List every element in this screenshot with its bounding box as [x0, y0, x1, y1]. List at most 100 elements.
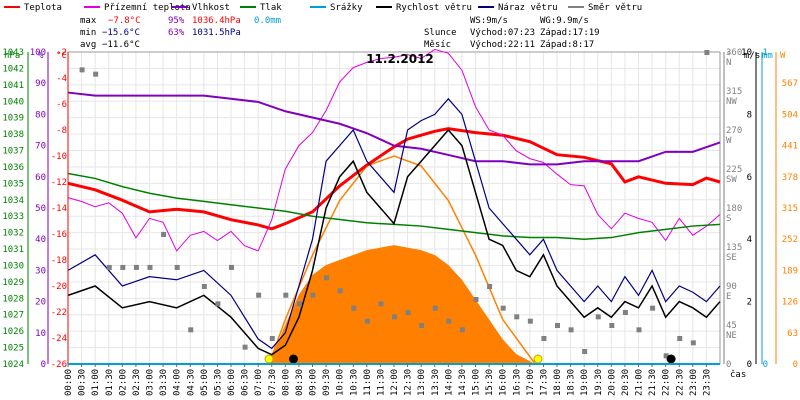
tick-wind: 2 — [747, 298, 752, 308]
x-tick-label: 02:30 — [132, 369, 142, 396]
wind-dir-point — [392, 314, 397, 320]
x-tick-label: 22:30 — [675, 369, 685, 396]
tick-temp: -6 — [56, 100, 67, 110]
x-tick-label: 01:00 — [91, 369, 101, 396]
wind-dir-point — [568, 327, 574, 333]
tick-pressure: 1037 — [2, 147, 24, 157]
tick-temp: -10 — [51, 152, 67, 162]
tick-pressure: 1042 — [2, 64, 24, 74]
x-tick-label: 22:00 — [662, 369, 672, 396]
x-tick-label: 01:30 — [105, 369, 115, 396]
tick-dir: 45 — [726, 321, 737, 331]
tick-humidity: 60 — [35, 173, 46, 183]
tick-pressure: 1026 — [2, 327, 24, 337]
tick-wind: 6 — [747, 173, 752, 183]
tick-rain: 0 — [763, 360, 768, 370]
series-ground_temp — [67, 48, 721, 252]
wind-dir-point — [473, 297, 479, 302]
x-tick-label: 04:30 — [186, 369, 196, 396]
tick-dir-name: S — [726, 214, 731, 224]
tick-pressure: 1033 — [2, 212, 24, 222]
tick-dir: 225 — [726, 165, 742, 175]
tick-humidity: 80 — [35, 110, 46, 120]
x-tick-label: 21:30 — [648, 369, 658, 396]
tick-pressure: 1029 — [2, 278, 24, 288]
tick-dir: 270 — [726, 126, 742, 136]
x-tick-label: 18:30 — [567, 369, 577, 396]
tick-dir-name: NE — [726, 331, 737, 341]
tick-humidity: 90 — [35, 79, 46, 89]
tick-dir-name: SE — [726, 253, 737, 263]
x-tick-label: 19:30 — [594, 369, 604, 396]
x-tick-label: 10:00 — [336, 369, 346, 396]
tick-pressure: 1024 — [2, 360, 24, 370]
x-tick-label: 12:00 — [390, 369, 400, 396]
tick-temp: -12 — [51, 178, 67, 188]
x-tick-label: 21:00 — [635, 369, 645, 396]
x-tick-label: 14:00 — [444, 369, 454, 396]
tick-temp: -16 — [51, 230, 67, 240]
sun-set: Západ:17:19 — [540, 28, 600, 38]
tick-solar: 252 — [782, 235, 798, 245]
unit-deg: ° — [726, 51, 731, 61]
x-tick-label: 15:00 — [472, 369, 482, 396]
tick-pressure: 1038 — [2, 130, 24, 140]
tick-temp: -18 — [51, 256, 67, 266]
stat-avg-temp: −11.6°C — [102, 40, 140, 50]
stat-max-temp: −7.8°C — [108, 16, 141, 26]
wind-dir-point — [364, 318, 370, 324]
stat-min-label: min — [80, 28, 96, 38]
tick-pressure: 1039 — [2, 114, 24, 124]
x-tick-label: 12:30 — [404, 369, 414, 396]
x-tick-label: 11:00 — [363, 369, 373, 396]
wind-dir-point — [527, 318, 533, 324]
tick-pressure: 1025 — [2, 344, 24, 354]
tick-temp: -8 — [56, 126, 67, 136]
legend-label-wind_speed: Rychlost větru — [396, 3, 472, 13]
wind-dir-point — [79, 67, 85, 73]
legend-label-humidity: Vlhkost — [192, 3, 230, 13]
wind-dir-point — [188, 327, 194, 333]
tick-wind: 0 — [747, 360, 752, 370]
x-tick-label: 07:30 — [268, 369, 278, 396]
wind-dir-point — [595, 314, 601, 320]
tick-humidity: 70 — [35, 142, 46, 152]
wind-dir-point — [310, 292, 316, 298]
wind-ws: WS:9m/s — [470, 16, 508, 26]
tick-dir: 360 — [726, 48, 742, 58]
x-tick-label: 17:30 — [539, 369, 549, 396]
tick-wind: 4 — [747, 235, 752, 245]
stat-max-rain: 0.0mm — [254, 16, 281, 26]
wind-dir-point — [500, 305, 506, 311]
x-tick-label: 08:30 — [295, 369, 305, 396]
wind-dir-point — [650, 305, 656, 311]
wind-dir-point — [514, 314, 520, 320]
wind-dir-point — [324, 275, 330, 281]
wind-dir-point — [555, 323, 560, 328]
solar-radiation-area — [269, 245, 536, 364]
series-layer — [67, 48, 721, 364]
tick-rain: 1 — [763, 48, 768, 58]
wind-dir-point — [161, 232, 167, 237]
x-tick-label: 23:00 — [689, 369, 699, 396]
tick-pressure: 1041 — [2, 81, 24, 91]
x-tick-label: 16:30 — [512, 369, 522, 396]
moon-rise: Východ:22:11 — [470, 40, 535, 50]
legend: Teplota Přízemní teplota Vlhkost Tlak Srážky… — [4, 3, 642, 13]
x-tick-label: 06:30 — [241, 369, 251, 396]
wind-dir-point — [582, 349, 588, 354]
wind-dir-point — [229, 264, 234, 270]
wind-dir-point — [690, 340, 696, 346]
wind-dir-point — [677, 336, 683, 341]
x-tick-label: 13:30 — [431, 369, 441, 396]
tick-pressure: 1030 — [2, 261, 24, 271]
wind-dir-point — [256, 292, 262, 298]
x-tick-label: 23:30 — [702, 369, 712, 396]
unit-w: W — [780, 51, 786, 61]
marker-sunset — [533, 354, 543, 364]
unit-hpa: hPa — [4, 51, 20, 61]
moon-set: Západ:8:17 — [540, 40, 594, 50]
chart-date: 11.2.2012 — [366, 52, 434, 66]
stat-min-temp: −15.6°C — [102, 28, 140, 38]
